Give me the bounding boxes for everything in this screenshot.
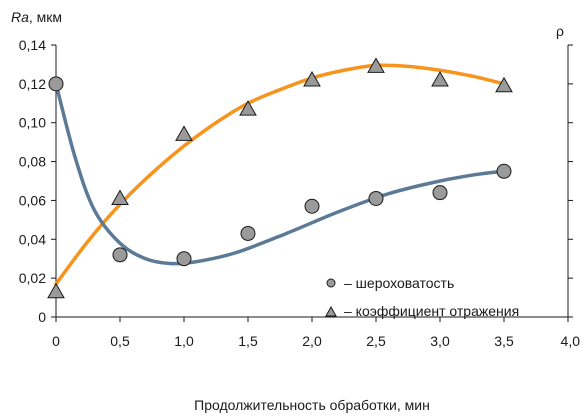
y-axis-title-right: ρ [556, 23, 564, 39]
x-tick-label: 0,5 [110, 333, 130, 349]
curves [54, 63, 506, 286]
x-tick-label: 2,5 [366, 333, 386, 349]
y-tick-label: 0,14 [19, 37, 46, 53]
y-tick-label: 0,04 [19, 231, 46, 247]
y-tick-label: 0,08 [19, 154, 46, 170]
roughness-point [240, 225, 256, 241]
x-tick-label: 2,0 [302, 333, 322, 349]
x-tick-label: 3,0 [430, 333, 450, 349]
reflect-point [495, 76, 513, 93]
x-tick-label: 3,5 [494, 333, 514, 349]
roughness-point [368, 190, 384, 206]
reflect-point [367, 57, 385, 73]
reflect-point [303, 70, 321, 87]
roughness-point [112, 247, 128, 263]
reflect-point [431, 70, 449, 87]
y-tick-label: 0,10 [19, 115, 46, 131]
x-tick-label: 4,0 [561, 333, 581, 349]
y-tick-label: 0,06 [19, 192, 46, 208]
legend-circle-icon [326, 278, 336, 288]
legend-roughness-label: – шероховатость [344, 275, 454, 291]
ticks: 0 0,02 0,04 0,06 0,08 0,10 0,12 0,14 0 0,5 1,0 1,5 2… [19, 37, 580, 349]
x-tick-label: 0 [52, 333, 60, 349]
series-reflect-line [54, 63, 506, 286]
roughness-point [304, 198, 320, 214]
reflect-point [111, 189, 129, 205]
roughness-point [48, 76, 64, 92]
y-tick-label: 0,02 [19, 270, 46, 286]
legend: – шероховатость – коэффициент отражения [325, 275, 519, 319]
x-tick-label: 1,5 [238, 333, 258, 349]
x-tick-label: 1,0 [174, 333, 194, 349]
y-tick-label: 0 [38, 309, 46, 325]
legend-triangle-icon [325, 305, 337, 317]
y-axis-title-unit: , мкм [29, 9, 62, 25]
y-tick-label: 0,12 [19, 76, 46, 92]
roughness-point [432, 185, 448, 201]
legend-reflect-label: – коэффициент отражения [344, 303, 519, 319]
y-axis-title-symbol: Ra [11, 9, 29, 25]
series-roughness-line [54, 82, 506, 266]
reflect-point [175, 125, 193, 141]
roughness-point [496, 163, 512, 179]
roughness-point [176, 251, 192, 267]
y-axis-title-left: Ra, мкм [11, 9, 62, 25]
reflect-point [47, 282, 65, 299]
x-axis-title: Продолжительность обработки, мин [194, 397, 430, 413]
reflect-point [239, 100, 257, 116]
markers [47, 57, 513, 299]
